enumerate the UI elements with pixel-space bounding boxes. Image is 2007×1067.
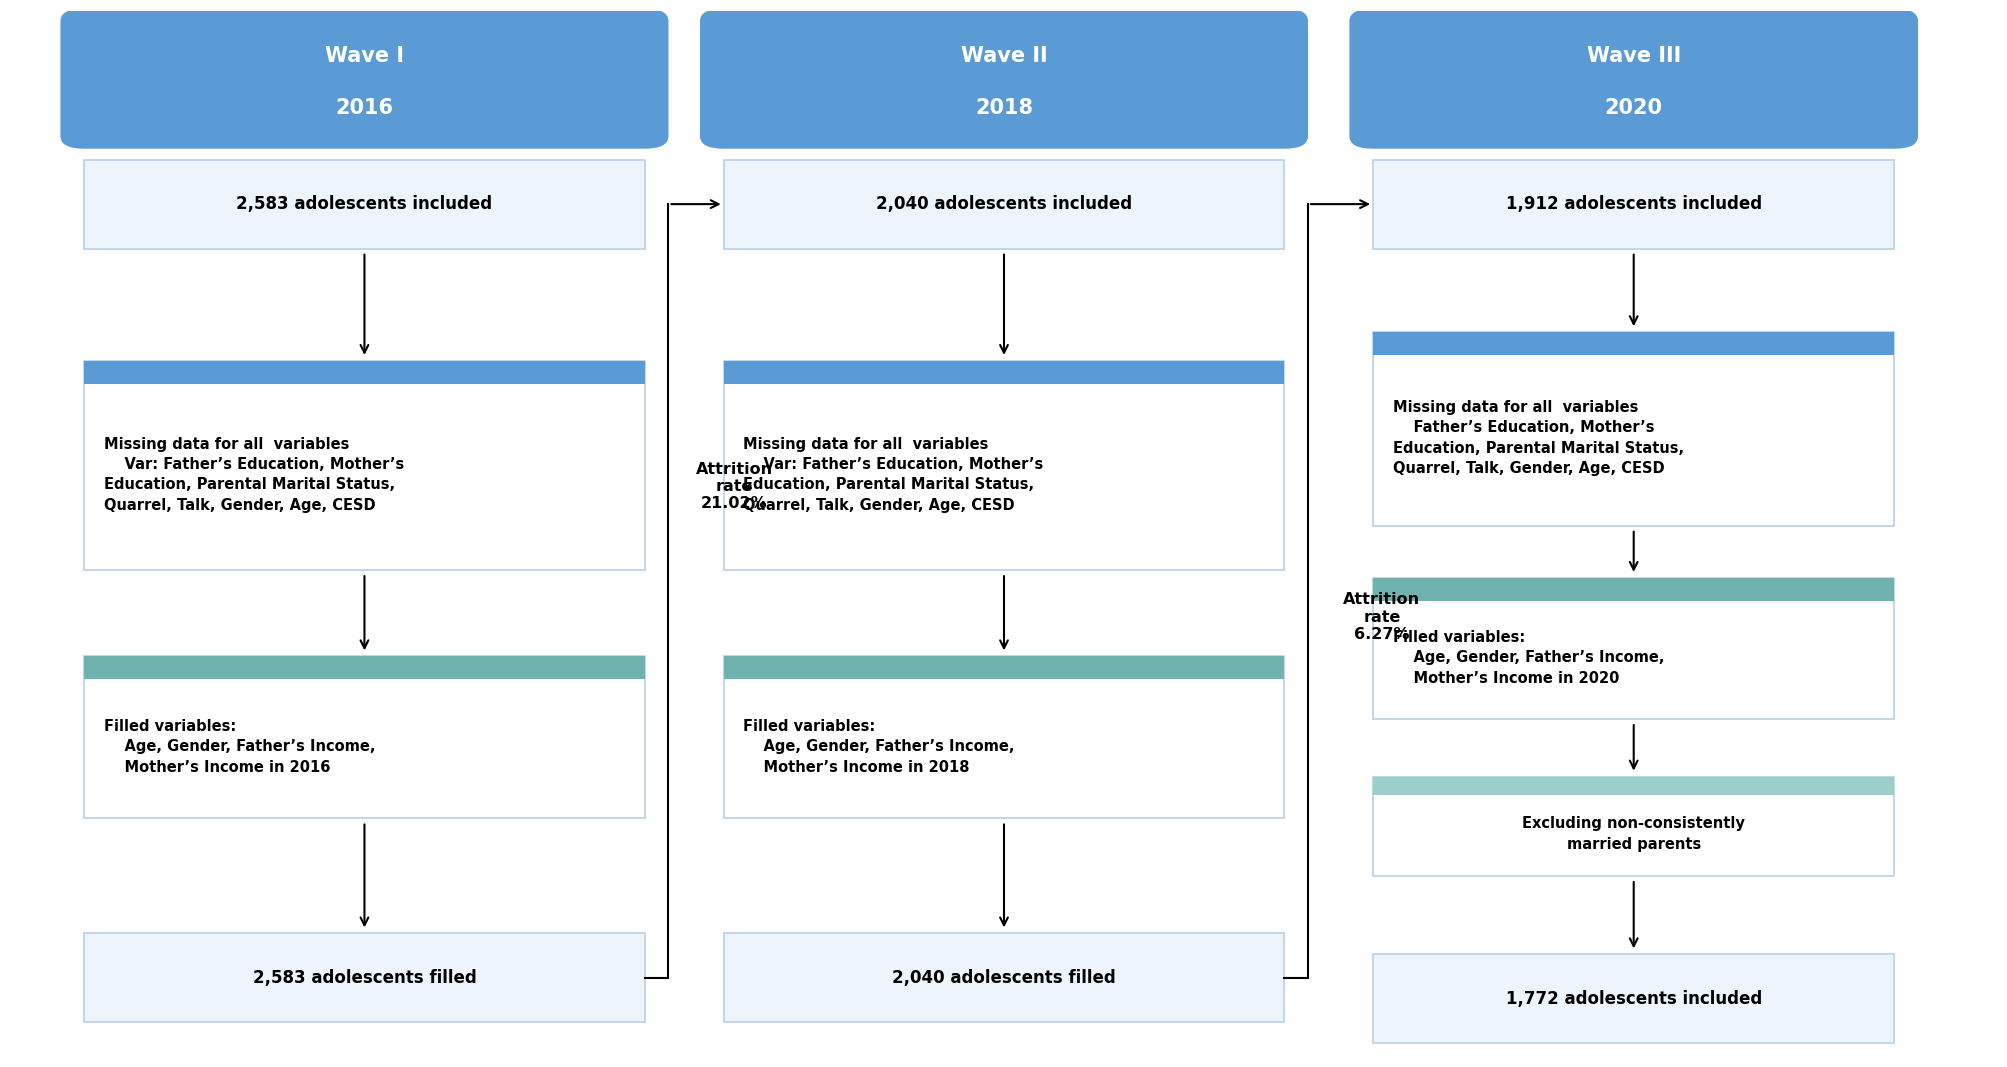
FancyBboxPatch shape [60, 9, 668, 148]
Text: Filled variables:
    Age, Gender, Father’s Income,
    Mother’s Income in 2018: Filled variables: Age, Gender, Father’s … [743, 719, 1014, 775]
Text: Filled variables:
    Age, Gender, Father’s Income,
    Mother’s Income in 2016: Filled variables: Age, Gender, Father’s … [104, 719, 375, 775]
FancyBboxPatch shape [84, 656, 644, 818]
FancyBboxPatch shape [84, 361, 644, 570]
Text: Attrition
rate
6.27%: Attrition rate 6.27% [1343, 592, 1419, 642]
Text: 2,040 adolescents included: 2,040 adolescents included [875, 195, 1132, 213]
Text: 2016: 2016 [335, 98, 393, 118]
Text: 1,772 adolescents included: 1,772 adolescents included [1505, 990, 1760, 1008]
FancyBboxPatch shape [723, 361, 1284, 384]
Text: Wave I: Wave I [325, 46, 403, 66]
Text: 2,583 adolescents filled: 2,583 adolescents filled [253, 969, 476, 987]
Text: 2018: 2018 [975, 98, 1032, 118]
Text: 2,583 adolescents included: 2,583 adolescents included [237, 195, 492, 213]
Text: Filled variables:
    Age, Gender, Father’s Income,
    Mother’s Income in 2020: Filled variables: Age, Gender, Father’s … [1393, 630, 1664, 686]
Text: Missing data for all  variables
    Var: Father’s Education, Mother’s
Education,: Missing data for all variables Var: Fath… [104, 436, 403, 513]
FancyBboxPatch shape [700, 9, 1307, 148]
FancyBboxPatch shape [84, 160, 644, 249]
FancyBboxPatch shape [723, 934, 1284, 1022]
Text: 1,912 adolescents included: 1,912 adolescents included [1505, 195, 1760, 213]
Text: Missing data for all  variables
    Var: Father’s Education, Mother’s
Education,: Missing data for all variables Var: Fath… [743, 436, 1044, 513]
FancyBboxPatch shape [723, 656, 1284, 680]
Text: Wave II: Wave II [959, 46, 1048, 66]
FancyBboxPatch shape [1373, 332, 1893, 526]
FancyBboxPatch shape [723, 160, 1284, 249]
FancyBboxPatch shape [84, 656, 644, 680]
FancyBboxPatch shape [1373, 578, 1893, 719]
FancyBboxPatch shape [1373, 777, 1893, 795]
Text: Attrition
rate
21.02%: Attrition rate 21.02% [696, 462, 773, 511]
FancyBboxPatch shape [1373, 332, 1893, 355]
FancyBboxPatch shape [84, 934, 644, 1022]
FancyBboxPatch shape [1373, 954, 1893, 1044]
FancyBboxPatch shape [723, 361, 1284, 570]
FancyBboxPatch shape [1373, 578, 1893, 601]
FancyBboxPatch shape [84, 361, 644, 384]
Text: Wave III: Wave III [1586, 46, 1680, 66]
FancyBboxPatch shape [1373, 777, 1893, 876]
FancyBboxPatch shape [1373, 160, 1893, 249]
Text: Missing data for all  variables
    Father’s Education, Mother’s
Education, Pare: Missing data for all variables Father’s … [1393, 400, 1684, 476]
Text: 2,040 adolescents filled: 2,040 adolescents filled [891, 969, 1116, 987]
Text: 2020: 2020 [1604, 98, 1662, 118]
FancyBboxPatch shape [1349, 9, 1917, 148]
Text: Excluding non-consistently
married parents: Excluding non-consistently married paren… [1521, 816, 1744, 851]
FancyBboxPatch shape [723, 656, 1284, 818]
